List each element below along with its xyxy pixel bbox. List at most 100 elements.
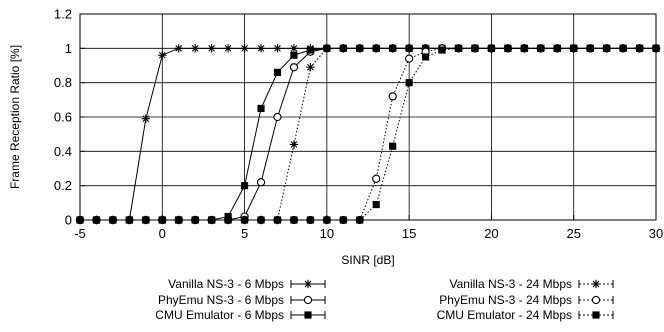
- square-marker: [304, 311, 312, 319]
- square-marker: [553, 44, 561, 52]
- circle-marker: [303, 295, 313, 305]
- x-tick-label: 20: [484, 226, 498, 241]
- square-marker: [109, 216, 117, 224]
- legend-item-2: PhyEmu NS-3 - 6 Mbps: [158, 293, 326, 307]
- legend-label: Vanilla NS-3 - 24 Mbps: [450, 277, 573, 291]
- series-line: [80, 47, 656, 221]
- star-marker: [256, 44, 266, 53]
- square-marker: [224, 216, 232, 224]
- square-marker: [603, 44, 611, 52]
- series-line: [80, 47, 656, 221]
- y-tick-label: 0.6: [54, 110, 72, 125]
- square-marker: [592, 311, 600, 319]
- square-marker: [372, 200, 380, 209]
- x-tick-label: 15: [402, 226, 416, 241]
- series-line: [80, 47, 656, 221]
- x-tick-label: 30: [649, 226, 663, 241]
- series-3: [76, 44, 660, 224]
- star-marker: [174, 44, 183, 53]
- legend-item-6: CMU Emulator - 24 Mbps: [437, 308, 614, 322]
- square-marker: [175, 216, 183, 224]
- square-marker: [422, 53, 430, 61]
- square-marker: [158, 216, 166, 224]
- series-line: [80, 47, 656, 221]
- series-2: [75, 44, 661, 225]
- square-marker: [290, 51, 298, 59]
- x-tick-label: 5: [241, 226, 248, 241]
- square-marker: [537, 44, 545, 52]
- legend-label: Vanilla NS-3 - 6 Mbps: [168, 277, 284, 291]
- legend-item-1: Vanilla NS-3 - 6 Mbps: [168, 277, 326, 291]
- series-group: [75, 44, 661, 225]
- circle-marker: [256, 178, 266, 187]
- legend-item-3: CMU Emulator - 6 Mbps: [155, 308, 326, 322]
- y-tick-label: 0.2: [54, 178, 72, 193]
- star-marker: [223, 44, 233, 53]
- x-tick-label: -5: [74, 226, 86, 241]
- square-marker: [438, 46, 446, 54]
- square-marker: [652, 44, 660, 52]
- square-marker: [257, 216, 265, 224]
- y-tick-label: 1.2: [54, 7, 72, 22]
- series-6: [76, 44, 660, 224]
- star-marker: [273, 44, 282, 53]
- series-line: [80, 47, 656, 221]
- y-tick-label: 0.8: [54, 75, 72, 90]
- x-axis-label: SINR [dB]: [341, 253, 394, 267]
- square-marker: [273, 68, 282, 76]
- square-marker: [257, 104, 265, 112]
- square-marker: [273, 216, 282, 224]
- star-marker: [355, 44, 364, 53]
- legend-label: CMU Emulator - 24 Mbps: [437, 308, 572, 322]
- circle-marker: [289, 63, 299, 72]
- x-tick-label: 25: [566, 226, 580, 241]
- square-marker: [405, 79, 413, 87]
- x-tick-label: 0: [159, 226, 166, 241]
- square-marker: [92, 216, 101, 224]
- series-line: [80, 47, 656, 221]
- series-4: [75, 44, 661, 225]
- y-axis-label: Frame Reception Ratio [%]: [8, 45, 22, 189]
- circle-marker: [388, 92, 397, 101]
- x-tick-label: 10: [320, 226, 334, 241]
- square-marker: [586, 44, 594, 52]
- grid: [80, 14, 656, 220]
- square-marker: [125, 216, 133, 224]
- square-marker: [619, 44, 627, 52]
- star-marker: [306, 63, 315, 72]
- square-marker: [142, 216, 150, 224]
- square-marker: [487, 44, 495, 52]
- star-marker: [388, 44, 397, 53]
- square-marker: [520, 44, 528, 52]
- circle-marker: [591, 295, 601, 305]
- square-marker: [306, 216, 314, 224]
- star-marker: [207, 44, 216, 53]
- star-marker: [339, 44, 348, 53]
- y-tick-label: 1: [65, 41, 72, 56]
- star-marker: [322, 44, 332, 53]
- circle-marker: [372, 174, 381, 183]
- star-marker: [404, 44, 414, 53]
- y-tick-label: 0: [65, 213, 72, 228]
- y-tick-label: 0.4: [54, 144, 72, 159]
- square-marker: [208, 216, 216, 224]
- star-marker: [289, 44, 299, 53]
- star-marker: [240, 44, 249, 53]
- square-marker: [241, 216, 249, 224]
- square-marker: [570, 44, 578, 52]
- square-marker: [635, 44, 644, 52]
- star-marker: [372, 44, 381, 53]
- square-marker: [356, 216, 364, 224]
- legend: Vanilla NS-3 - 6 Mbps PhyEmu NS-3 - 6 Mbp…: [155, 277, 614, 322]
- legend-label: CMU Emulator - 6 Mbps: [155, 308, 284, 322]
- legend-item-5: PhyEmu NS-3 - 24 Mbps: [439, 293, 614, 307]
- star-marker: [303, 279, 313, 289]
- legend-label: PhyEmu NS-3 - 6 Mbps: [158, 293, 284, 307]
- star-marker: [289, 140, 299, 149]
- circle-marker: [273, 112, 282, 122]
- square-marker: [191, 216, 199, 224]
- square-marker: [389, 142, 397, 150]
- square-marker: [454, 44, 463, 52]
